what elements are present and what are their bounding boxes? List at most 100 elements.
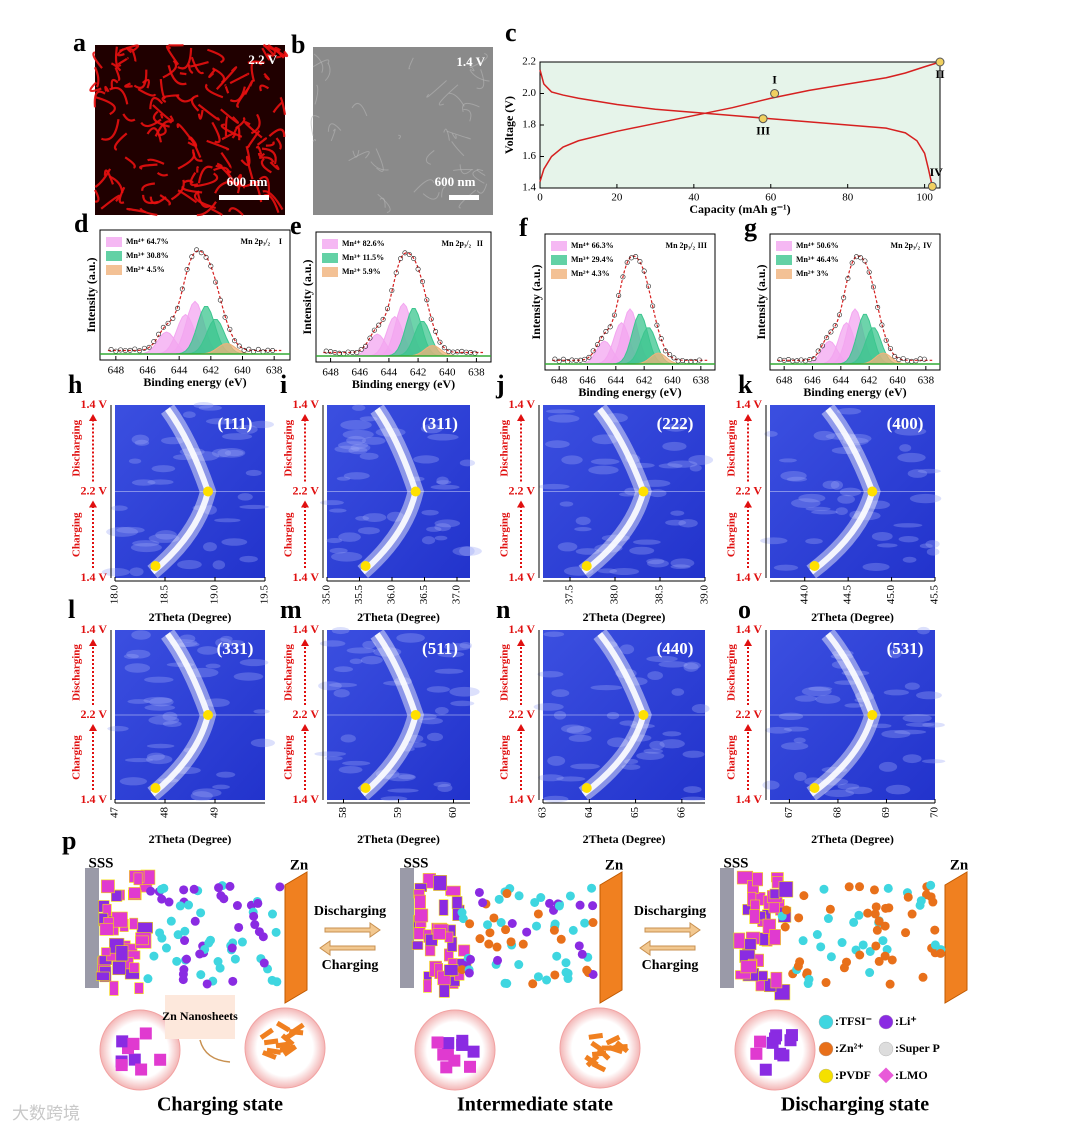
texture bbox=[194, 190, 217, 210]
x-tick-label: 44.0 bbox=[798, 585, 810, 605]
x-tick-label: 60 bbox=[765, 192, 777, 204]
y-tick-label: 2.2 bbox=[522, 56, 536, 68]
map-texture bbox=[926, 548, 940, 556]
map-texture bbox=[329, 547, 348, 554]
arrow-head bbox=[301, 500, 309, 508]
intensity-map bbox=[543, 405, 705, 578]
ion bbox=[874, 956, 884, 966]
raw-point bbox=[213, 279, 219, 285]
map-texture bbox=[794, 695, 817, 702]
arrow-head bbox=[89, 639, 97, 646]
raw-point bbox=[217, 297, 223, 303]
state-label: III bbox=[756, 123, 770, 137]
texture bbox=[463, 109, 472, 122]
zoom-sheet bbox=[282, 1044, 298, 1057]
texture bbox=[183, 179, 194, 184]
legend-label: :TFSI⁻ bbox=[835, 1014, 872, 1028]
texture bbox=[146, 158, 165, 165]
voltage-label: 2.2 V bbox=[509, 483, 536, 497]
x-tick-label: 38.5 bbox=[654, 585, 666, 605]
map-texture bbox=[421, 509, 439, 516]
ion bbox=[901, 928, 911, 938]
raw-point bbox=[560, 356, 566, 362]
map-texture bbox=[128, 458, 142, 464]
map-texture bbox=[343, 472, 370, 480]
panel-label: b bbox=[291, 30, 305, 59]
map-texture bbox=[877, 543, 898, 548]
zoom-sheet bbox=[279, 1044, 295, 1053]
map-texture bbox=[538, 774, 564, 782]
ion bbox=[545, 898, 555, 908]
ion bbox=[878, 936, 888, 946]
ion bbox=[202, 979, 212, 989]
ion bbox=[464, 968, 474, 978]
map-texture bbox=[845, 786, 873, 795]
texture bbox=[103, 169, 115, 185]
raw-point bbox=[611, 312, 617, 318]
peak-max bbox=[867, 710, 878, 720]
texture bbox=[93, 90, 106, 108]
map-texture bbox=[665, 519, 687, 526]
ion bbox=[172, 956, 182, 966]
ion bbox=[483, 920, 493, 930]
texture bbox=[149, 96, 164, 110]
map-texture bbox=[357, 527, 380, 535]
x-tick-label: 642 bbox=[636, 375, 653, 387]
map-texture bbox=[636, 751, 665, 760]
map-texture bbox=[779, 458, 797, 463]
map-texture bbox=[459, 642, 472, 649]
voltage-label: 1.4 V bbox=[81, 622, 108, 636]
y-axis-label: Intensity (a.u.) bbox=[754, 264, 768, 339]
panel-label: e bbox=[290, 211, 302, 240]
map-texture bbox=[338, 532, 361, 542]
raw-point bbox=[441, 345, 447, 351]
raw-point bbox=[424, 297, 430, 303]
map-texture bbox=[224, 449, 244, 457]
raw-point bbox=[265, 347, 271, 353]
ion bbox=[781, 905, 791, 915]
x-tick-label: 36.0 bbox=[386, 585, 398, 605]
raw-point bbox=[255, 346, 261, 352]
texture bbox=[187, 64, 194, 75]
map-texture bbox=[545, 440, 570, 449]
texture bbox=[197, 109, 204, 120]
raw-point bbox=[671, 355, 677, 361]
map-texture bbox=[143, 696, 173, 704]
panel-label: o bbox=[738, 595, 751, 624]
x-tick-label: 45.5 bbox=[929, 585, 941, 605]
cathode-particle bbox=[414, 894, 426, 909]
cathode-particle bbox=[433, 875, 448, 891]
map-texture bbox=[173, 454, 195, 461]
plane-label: (511) bbox=[422, 639, 458, 658]
state-caption: Discharging state bbox=[781, 1094, 929, 1116]
texture bbox=[472, 169, 485, 184]
voltage-label: 1.4 V bbox=[81, 397, 108, 411]
ion bbox=[530, 897, 540, 907]
map-texture bbox=[342, 760, 371, 766]
ion bbox=[179, 965, 189, 975]
texture bbox=[250, 113, 261, 135]
texture bbox=[272, 101, 283, 114]
map-texture bbox=[773, 564, 799, 571]
panel-label: h bbox=[68, 370, 83, 399]
map-texture bbox=[205, 663, 221, 669]
x-axis-label: Binding energy (eV) bbox=[578, 385, 681, 399]
x-axis-label: Binding energy (eV) bbox=[143, 375, 246, 389]
texture bbox=[244, 121, 263, 139]
ion bbox=[175, 901, 185, 911]
x-tick-label: 18.0 bbox=[109, 585, 121, 605]
raw-point bbox=[398, 256, 404, 262]
texture bbox=[110, 62, 122, 72]
map-texture bbox=[764, 430, 778, 437]
map-texture bbox=[830, 480, 843, 490]
map-texture bbox=[212, 784, 230, 790]
cathode-particle bbox=[758, 970, 768, 981]
voltage-label: 1.4 V bbox=[81, 792, 108, 806]
cathode-particle bbox=[128, 887, 141, 899]
curve bbox=[539, 61, 941, 182]
arrow-head bbox=[89, 414, 97, 421]
map-texture bbox=[331, 551, 363, 562]
texture bbox=[265, 141, 275, 147]
cathode-particle bbox=[136, 921, 153, 934]
texture bbox=[94, 168, 112, 188]
